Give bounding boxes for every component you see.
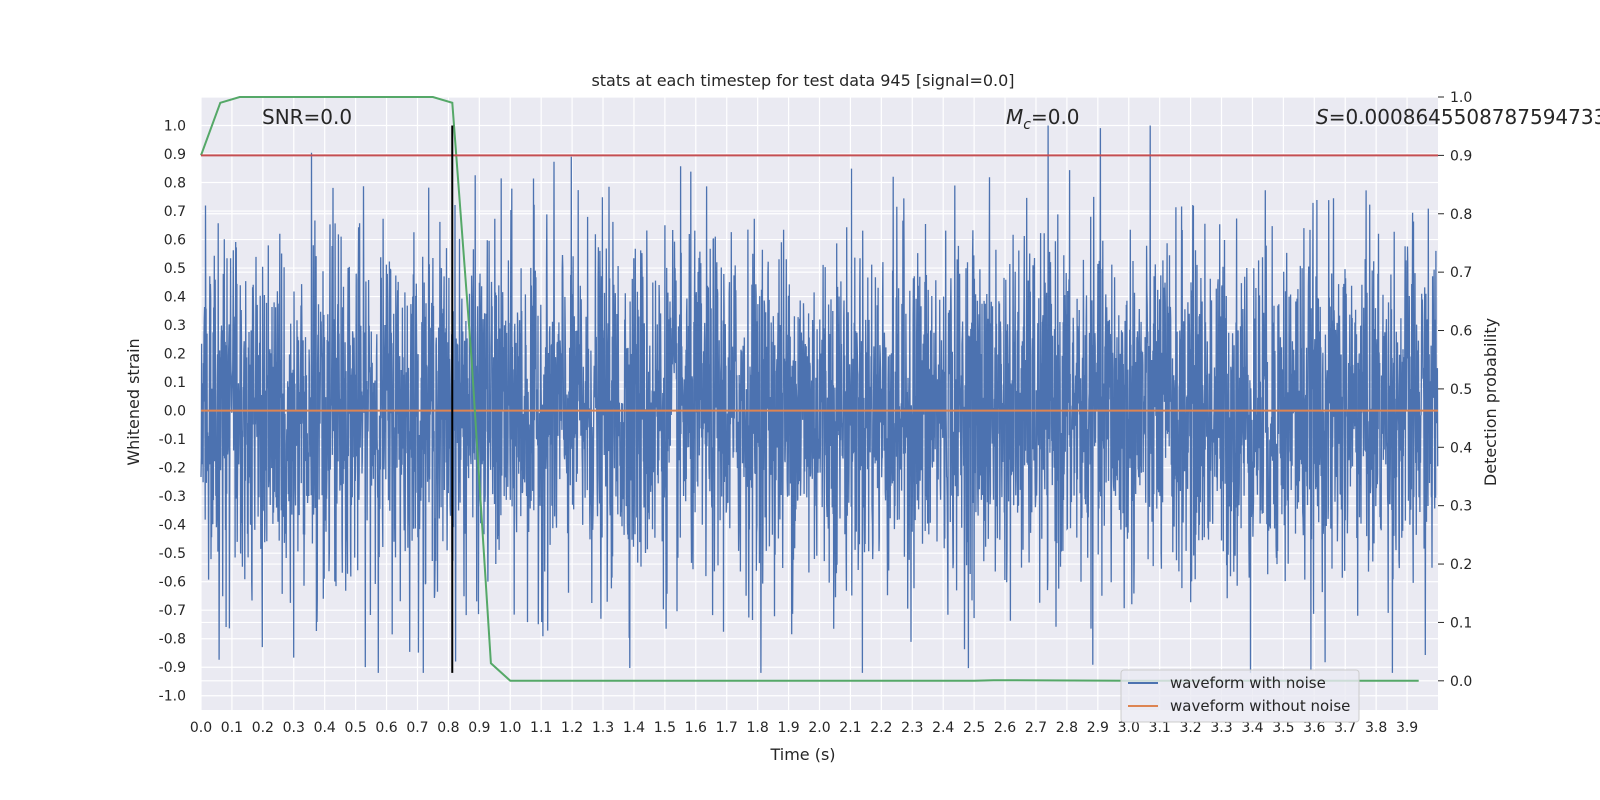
y-tick-label: 0.4: [164, 290, 186, 306]
y2-tick-label: 0.1: [1450, 615, 1472, 631]
series-waveform-with-noise: [200, 125, 1439, 673]
y-tick-label: -0.1: [159, 432, 186, 448]
y-tick-label: 1.0: [164, 119, 186, 135]
x-tick-label: 0.5: [344, 720, 366, 736]
chirp-mass-symbol: M: [1006, 105, 1023, 129]
y-tick-label: -0.3: [159, 489, 186, 505]
legend-label-noise: waveform with noise: [1170, 674, 1326, 692]
x-tick-label: 2.0: [808, 720, 830, 736]
x-tick-label: 1.5: [654, 720, 676, 736]
x-tick-label: 1.7: [716, 720, 738, 736]
y-tick-label: 0.8: [164, 176, 186, 192]
s-value: =0.0008645508787594733: [1329, 105, 1600, 129]
chirp-mass-value: =0.0: [1031, 105, 1080, 129]
s-annotation: S=0.0008645508787594733: [1316, 105, 1600, 129]
x-tick-label: 3.8: [1365, 720, 1387, 736]
y2-axis-label: Detection probability: [1481, 318, 1500, 486]
y2-tick-label: 0.3: [1450, 499, 1472, 515]
x-tick-label: 2.4: [932, 720, 954, 736]
y-tick-label: -0.2: [159, 461, 186, 477]
y2-tick-label: 0.9: [1450, 148, 1472, 164]
x-tick-label: 2.5: [963, 720, 985, 736]
legend-label-clean: waveform without noise: [1170, 697, 1350, 715]
y2-tick-label: 0.8: [1450, 207, 1472, 223]
waveform-with-noise-line: [200, 125, 1439, 673]
y2-tick-label: 0.6: [1450, 324, 1472, 340]
x-tick-label: 0.1: [221, 720, 243, 736]
x-tick-label: 3.4: [1241, 720, 1263, 736]
snr-annotation: SNR=0.0: [262, 105, 352, 129]
x-tick-label: 0.0: [190, 720, 212, 736]
x-tick-label: 2.7: [1025, 720, 1047, 736]
y2-tick-label: 1.0: [1450, 90, 1472, 106]
detection-probability-line: [200, 96, 1419, 682]
s-symbol: S: [1316, 105, 1329, 129]
chirp-mass-subscript: c: [1023, 117, 1031, 133]
x-tick-label: 1.0: [499, 720, 521, 736]
x-tick-label: 0.6: [375, 720, 397, 736]
x-tick-label: 2.3: [901, 720, 923, 736]
y-tick-label: 0.6: [164, 233, 186, 249]
y-tick-label: 0.9: [164, 147, 186, 163]
axis-ticks: 0.0 0.1 0.2 0.3 0.4 0.5 0.6 0.7 0.8 0.9 1.0 1.1 1.2 1…: [159, 90, 1473, 736]
x-tick-label: 3.2: [1179, 720, 1201, 736]
x-tick-label: 2.9: [1087, 720, 1109, 736]
y2-tick-label: 0.4: [1450, 440, 1472, 456]
x-tick-label: 1.9: [777, 720, 799, 736]
x-tick-label: 3.5: [1272, 720, 1294, 736]
x-tick-label: 0.9: [468, 720, 490, 736]
y-tick-label: 0.3: [164, 318, 186, 334]
y-tick-label: -0.5: [159, 546, 186, 562]
x-tick-label: 3.0: [1118, 720, 1140, 736]
x-tick-label: 1.2: [561, 720, 583, 736]
y-tick-label: 0.5: [164, 261, 186, 277]
y-tick-label: -0.4: [159, 518, 186, 534]
x-tick-label: 0.7: [406, 720, 428, 736]
x-tick-label: 2.1: [839, 720, 861, 736]
y-tick-label: 0.1: [164, 375, 186, 391]
y2-tick-label: 0.2: [1450, 557, 1472, 573]
y-tick-label: 0.2: [164, 347, 186, 363]
x-tick-label: 0.2: [252, 720, 274, 736]
x-axis-label: Time (s): [769, 745, 835, 764]
chart-title: stats at each timestep for test data 945…: [591, 71, 1014, 90]
y-tick-label: -0.6: [159, 575, 186, 591]
x-tick-label: 3.7: [1334, 720, 1356, 736]
y-tick-label: 0.0: [164, 404, 186, 420]
legend: waveform with noise waveform without noi…: [1120, 669, 1360, 723]
y-tick-label: 0.7: [164, 204, 186, 220]
legend-box: [1120, 669, 1360, 723]
y-tick-label: -0.7: [159, 603, 186, 619]
x-tick-label: 2.2: [870, 720, 892, 736]
x-tick-label: 3.9: [1396, 720, 1418, 736]
x-tick-label: 3.6: [1303, 720, 1325, 736]
x-tick-label: 1.8: [747, 720, 769, 736]
y2-tick-label: 0.5: [1450, 382, 1472, 398]
x-tick-label: 1.4: [623, 720, 645, 736]
x-tick-label: 1.6: [685, 720, 707, 736]
x-tick-label: 0.8: [437, 720, 459, 736]
x-tick-label: 3.3: [1210, 720, 1232, 736]
x-tick-label: 1.3: [592, 720, 614, 736]
x-tick-label: 2.6: [994, 720, 1016, 736]
x-tick-label: 0.4: [314, 720, 336, 736]
y-tick-label: -0.8: [159, 632, 186, 648]
x-tick-label: 3.1: [1149, 720, 1171, 736]
y-tick-label: -1.0: [159, 689, 186, 705]
y2-tick-label: 0.7: [1450, 265, 1472, 281]
series-lines: [200, 96, 1438, 682]
x-tick-label: 0.3: [283, 720, 305, 736]
chirp-mass-annotation: Mc=0.0: [1006, 105, 1080, 133]
y-tick-label: -0.9: [159, 660, 186, 676]
y2-tick-label: 0.0: [1450, 674, 1472, 690]
x-tick-label: 1.1: [530, 720, 552, 736]
y-axis-label: Whitened strain: [124, 338, 143, 465]
x-tick-label: 2.8: [1056, 720, 1078, 736]
